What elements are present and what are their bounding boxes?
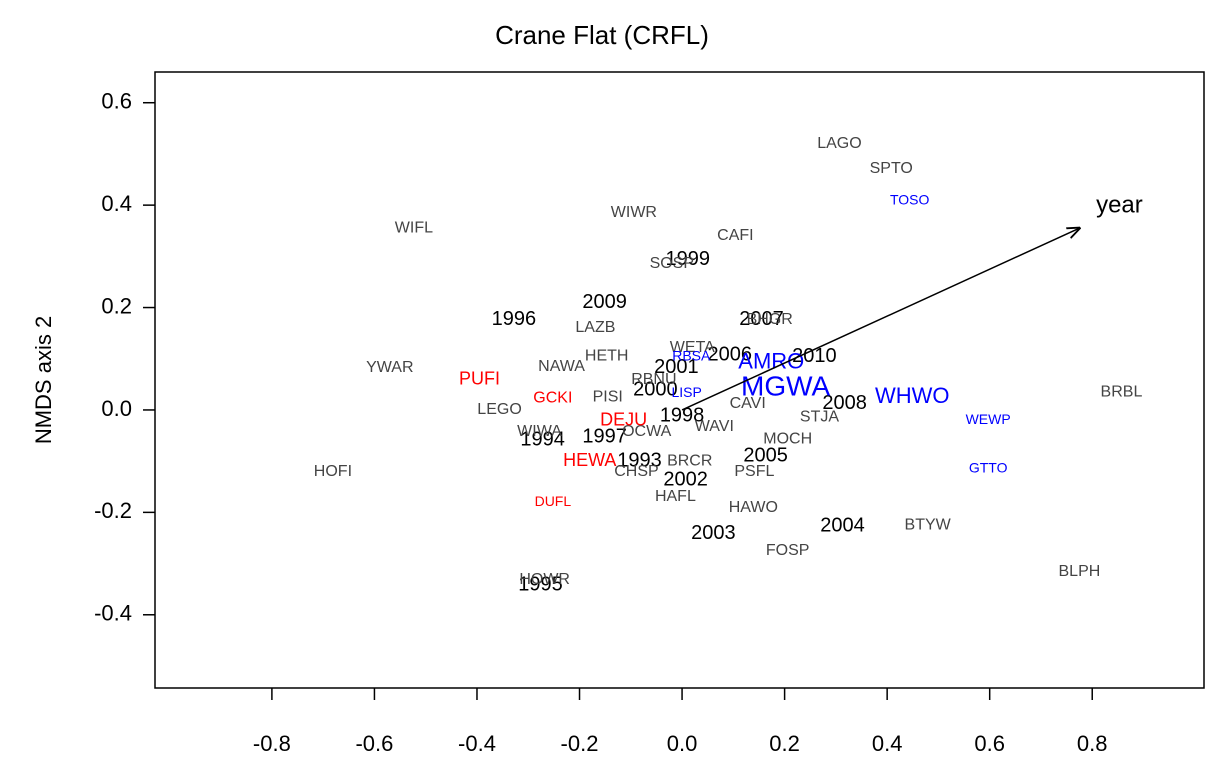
arrow: [681, 228, 1079, 411]
point-label: WIWR: [611, 204, 657, 221]
point-label: 1997: [582, 425, 627, 447]
point-label: WHWO: [875, 383, 950, 408]
x-tick-label: -0.8: [253, 731, 291, 756]
x-tick-label: 0.8: [1077, 731, 1108, 756]
point-label: 2009: [582, 291, 627, 313]
point-label: DEJU: [600, 409, 647, 429]
point-label: TOSO: [890, 192, 930, 208]
point-label: HAWO: [729, 499, 778, 516]
point-label: 1994: [520, 428, 565, 450]
point-label: BRCR: [667, 452, 712, 469]
point-label: PISI: [593, 388, 623, 405]
point-label: CAFI: [717, 227, 753, 244]
point-label: STJA: [800, 408, 839, 425]
point-label: 1995: [518, 573, 563, 595]
point-label: HETH: [585, 347, 629, 364]
x-tick-label: 0.6: [974, 731, 1005, 756]
point-label: RBNU: [631, 371, 676, 388]
point-label: 2008: [822, 392, 867, 414]
y-axis-label: NMDS axis 2: [31, 316, 56, 444]
point-label: 2005: [743, 444, 788, 466]
point-label: 2001: [654, 356, 699, 378]
point-label: MOCH: [763, 430, 812, 447]
point-label: 1993: [617, 449, 662, 471]
point-label: 2002: [663, 468, 708, 490]
point-label: PSFL: [734, 463, 774, 480]
point-label: LAGO: [817, 135, 861, 152]
y-tick-label: 0.2: [101, 293, 132, 318]
point-label: 1999: [665, 248, 710, 270]
y-tick-label: -0.4: [94, 601, 132, 626]
point-label: WAVI: [695, 418, 734, 435]
point-label: LAZB: [575, 319, 615, 336]
point-label: LEGO: [477, 401, 521, 418]
point-label: WIFL: [395, 219, 433, 236]
point-label: OCWA: [622, 423, 672, 440]
point-label: WIWA: [517, 423, 562, 440]
point-label: 2003: [691, 522, 736, 544]
point-label: SOSP: [650, 255, 694, 272]
y-tick-label: 0.6: [101, 89, 132, 114]
x-tick-label: 0.0: [667, 731, 698, 756]
point-label: RBSA: [672, 347, 711, 363]
y-tick-label: 0.0: [101, 396, 132, 421]
point-label: 1998: [660, 404, 705, 426]
point-label: CHSP: [614, 463, 658, 480]
point-label: WEWP: [966, 411, 1011, 427]
point-label: SPTO: [870, 160, 913, 177]
x-tick-label: -0.4: [458, 731, 496, 756]
point-label: HOFI: [314, 463, 352, 480]
point-label: 2004: [820, 514, 865, 536]
point-label: 2006: [707, 343, 752, 365]
point-label: YWAR: [366, 359, 413, 376]
point-label: CAVI: [730, 395, 766, 412]
point-label: LISP: [671, 384, 701, 400]
point-label: BTYW: [905, 516, 952, 533]
point-label: NAWA: [538, 358, 585, 375]
chart-title: Crane Flat (CRFL): [495, 20, 709, 50]
y-tick-label: 0.4: [101, 191, 132, 216]
point-label: DUFL: [535, 493, 572, 509]
x-tick-label: 0.4: [872, 731, 903, 756]
point-label: HEWA: [563, 450, 616, 470]
arrow-label: year: [1096, 192, 1143, 219]
point-label: HOWR: [519, 571, 570, 588]
point-label: WETA: [670, 339, 715, 356]
point-label: BRBL: [1101, 383, 1143, 400]
x-tick-label: -0.2: [561, 731, 599, 756]
point-label: 2007: [739, 308, 784, 330]
point-label: MGWA: [741, 370, 830, 401]
point-label: 1996: [492, 308, 537, 330]
point-label: GCKI: [533, 389, 572, 406]
point-label: PUFI: [459, 368, 500, 388]
point-label: FOSP: [766, 542, 810, 559]
point-label: 2000: [633, 378, 678, 400]
y-tick-label: -0.2: [94, 498, 132, 523]
x-tick-label: 0.2: [769, 731, 800, 756]
point-label: BHGR: [747, 311, 793, 328]
point-label: 2010: [792, 345, 837, 367]
point-label: BLPH: [1059, 563, 1101, 580]
point-label: GTTO: [969, 460, 1008, 476]
x-tick-label: -0.6: [355, 731, 393, 756]
point-label: HAFL: [655, 488, 696, 505]
plot-box: [154, 71, 1205, 689]
